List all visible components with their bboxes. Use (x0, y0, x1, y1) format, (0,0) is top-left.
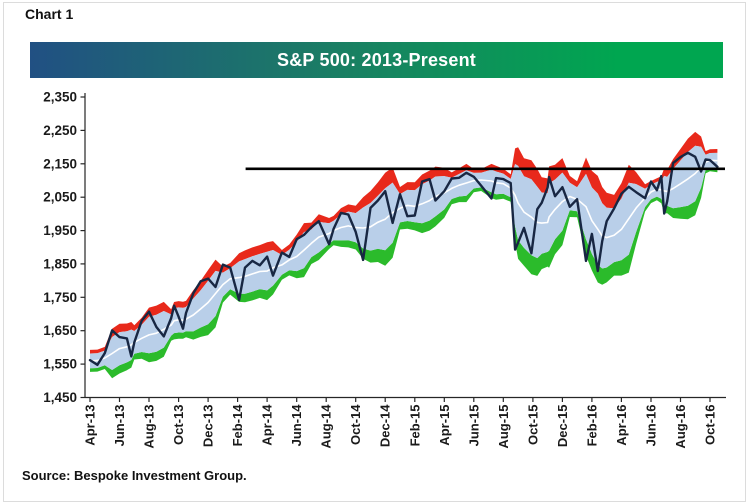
x-tick-label: Apr-16 (614, 405, 629, 446)
y-tick-label: 1,450 (43, 390, 77, 405)
x-tick-label: Apr-14 (260, 404, 275, 446)
x-tick-label: Apr-13 (83, 405, 98, 446)
y-tick-label: 2,350 (43, 90, 77, 105)
oversold-band-area (90, 167, 718, 379)
x-tick-label: Dec-14 (378, 404, 393, 447)
y-tick-label: 1,550 (43, 357, 77, 372)
sp500-band-chart: 2,350 2,250 2,150 2,050 1,950 1,850 1,750 1,650… (43, 90, 726, 449)
x-tick-label: Aug-13 (142, 405, 157, 449)
x-tick-label: Jun-16 (644, 405, 659, 447)
x-tick-label: Aug-15 (496, 405, 511, 449)
x-tick-label: Feb-15 (407, 405, 422, 447)
y-tick-label: 2,150 (43, 156, 77, 171)
x-tick-label: Dec-13 (201, 405, 216, 448)
x-tick-label: Apr-15 (437, 405, 452, 446)
x-tick-label: Aug-16 (673, 405, 688, 449)
source-note: Source: Bespoke Investment Group. (22, 468, 247, 483)
x-tick-label: Oct-16 (703, 405, 718, 445)
x-tick-label: Oct-13 (171, 405, 186, 445)
x-tick-label: Jun-13 (112, 405, 127, 447)
y-tick-label: 2,050 (43, 190, 77, 205)
y-tick-label: 1,650 (43, 323, 77, 338)
chart-title-bar: S&P 500: 2013-Present (30, 42, 723, 78)
figure-label: Chart 1 (25, 6, 74, 22)
normal-band-area (90, 145, 718, 370)
y-tick-label: 1,850 (43, 256, 77, 271)
y-tick-label: 2,250 (43, 123, 77, 138)
x-tick-label: Oct-14 (348, 404, 363, 445)
x-tick-label: Jun-14 (289, 404, 304, 447)
x-tick-label: Feb-16 (584, 405, 599, 447)
x-tick-label: Jun-15 (466, 405, 481, 447)
x-tick-label: Aug-14 (319, 404, 334, 449)
x-tick-label: Oct-15 (525, 405, 540, 445)
x-tick-label: Dec-15 (555, 405, 570, 448)
y-tick-label: 1,750 (43, 290, 77, 305)
chart-title: S&P 500: 2013-Present (277, 49, 476, 70)
x-tick-label: Feb-14 (230, 404, 245, 447)
y-tick-label: 1,950 (43, 223, 77, 238)
price-line (88, 151, 719, 366)
